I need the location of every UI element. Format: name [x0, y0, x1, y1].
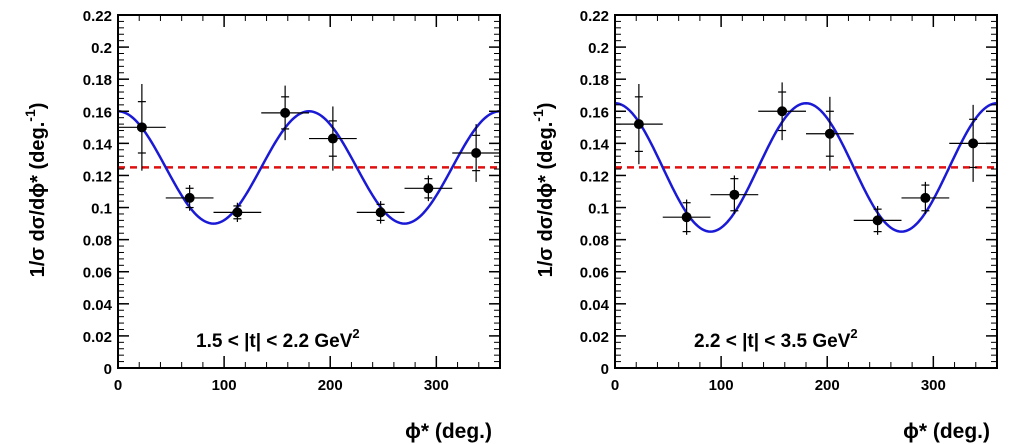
data-point	[452, 124, 500, 182]
x-tick-label: 300	[921, 377, 946, 394]
point-marker	[423, 183, 434, 194]
y-tick-label: 0.02	[580, 329, 609, 346]
data-point	[901, 181, 950, 214]
point-marker	[280, 107, 291, 118]
x-axis-label: ϕ* (deg.)	[405, 420, 492, 443]
data-point	[615, 83, 663, 165]
y-axis-label: 1/σ dσ/dϕ* (deg.-1)	[530, 103, 557, 278]
point-marker	[729, 189, 740, 200]
x-tick-label: 200	[318, 377, 343, 394]
data-point	[806, 96, 854, 171]
point-marker	[471, 147, 482, 158]
y-axis-label: 1/σ dσ/dϕ* (deg.-1)	[22, 103, 49, 278]
point-marker	[136, 122, 147, 133]
x-tick-label: 300	[424, 377, 449, 394]
y-tick-label: 0.16	[580, 104, 609, 121]
right-panel: 0 0.02 0.04 0.06 0.08 0.1 0.12 0.14 0.16 0.18 0.2 0…	[530, 8, 998, 443]
x-tick-label: 0	[611, 377, 619, 394]
y-tick-label: 0.12	[83, 168, 112, 185]
y-tick-label: 0.22	[83, 8, 112, 25]
x-tick-label: 100	[709, 377, 734, 394]
data-point	[261, 85, 309, 141]
point-marker	[920, 192, 931, 203]
y-tick-label: 0.08	[580, 233, 609, 250]
plot-frame	[614, 14, 998, 369]
y-tick-label: 0	[601, 361, 609, 378]
x-tick-label: 100	[212, 377, 237, 394]
data-point	[853, 205, 902, 235]
y-tick-label: 0.14	[580, 136, 610, 153]
y-tick-label: 0.1	[588, 201, 609, 218]
point-marker	[968, 138, 979, 149]
data-points	[615, 82, 997, 235]
plot-frame	[117, 14, 501, 369]
fit-curve	[117, 110, 501, 225]
t-range-annotation: 1.5 < |t| < 2.2 GeV2	[196, 326, 360, 352]
y-tick-label: 0.14	[83, 136, 113, 153]
fit-curve	[614, 101, 998, 233]
data-point	[356, 201, 405, 224]
svg-text:1/σ dσ/dϕ* (deg.-1): 1/σ dσ/dϕ* (deg.-1)	[22, 103, 49, 278]
data-point	[662, 199, 711, 235]
y-tick-label: 0.12	[580, 168, 609, 185]
data-point	[118, 83, 166, 171]
left-panel: 0 0.02 0.04 0.06 0.08 0.1 0.12 0.14 0.16 0.18 0.2 0…	[22, 8, 501, 443]
point-marker	[375, 207, 386, 218]
y-tick-label: 0.1	[91, 201, 112, 218]
svg-text:1/σ dσ/dϕ* (deg.-1): 1/σ dσ/dϕ* (deg.-1)	[530, 103, 557, 278]
y-tick-label: 0.18	[83, 72, 112, 89]
data-point	[758, 82, 806, 141]
data-point	[213, 202, 262, 222]
data-point	[404, 175, 453, 202]
x-axis-label: ϕ* (deg.)	[903, 420, 990, 443]
data-point	[710, 175, 759, 214]
y-tick-label: 0.04	[580, 297, 610, 314]
data-point	[309, 106, 357, 171]
y-tick-label: 0.02	[83, 329, 112, 346]
data-point	[165, 185, 214, 211]
y-tick-label: 0.06	[580, 265, 609, 282]
y-tick-label: 0.18	[580, 72, 609, 89]
data-points	[118, 83, 500, 224]
x-tick-label: 200	[815, 377, 840, 394]
axis-ticks: 0 0.02 0.04 0.06 0.08 0.1 0.12 0.14 0.16 0.18 0.2 0…	[580, 8, 997, 394]
point-marker	[232, 207, 243, 218]
point-marker	[633, 119, 644, 130]
y-tick-label: 0.2	[91, 40, 112, 57]
point-marker	[681, 212, 692, 223]
x-tick-label: 0	[114, 377, 122, 394]
point-marker	[872, 215, 883, 226]
y-tick-label: 0.16	[83, 104, 112, 121]
y-tick-label: 0.08	[83, 233, 112, 250]
point-marker	[777, 106, 788, 117]
y-tick-label: 0.06	[83, 265, 112, 282]
point-marker	[824, 128, 835, 139]
point-marker	[184, 192, 195, 203]
y-tick-label: 0.2	[588, 40, 609, 57]
y-tick-label: 0.22	[580, 8, 609, 25]
point-marker	[327, 133, 338, 144]
y-tick-label: 0	[104, 361, 112, 378]
axis-ticks: 0 0.02 0.04 0.06 0.08 0.1 0.12 0.14 0.16 0.18 0.2 0…	[83, 8, 500, 394]
t-range-annotation: 2.2 < |t| < 3.5 GeV2	[694, 326, 858, 352]
y-tick-label: 0.04	[83, 297, 113, 314]
